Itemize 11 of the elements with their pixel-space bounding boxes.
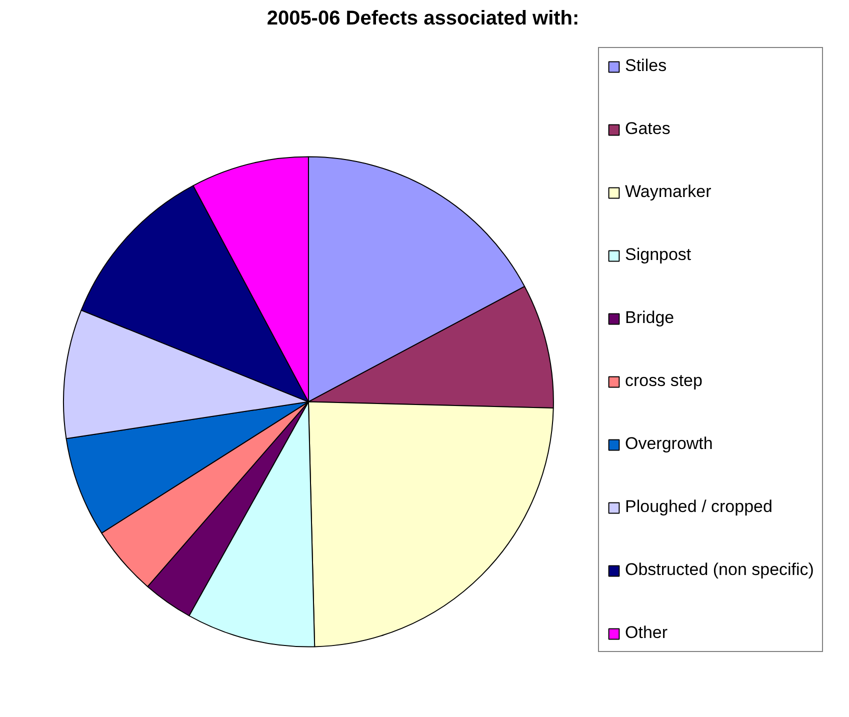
legend-label: Other [625, 623, 668, 643]
legend-label: Stiles [625, 56, 667, 76]
legend-label: Overgrowth [625, 434, 713, 454]
legend-label: Signpost [625, 245, 692, 265]
legend-label: Gates [625, 119, 670, 139]
legend-label: cross step [625, 371, 702, 391]
chart-title: 2005-06 Defects associated with: [266, 8, 580, 30]
legend-label: Obstructed (non specific) [625, 560, 814, 580]
legend-label: Bridge [625, 308, 674, 328]
legend-label: Waymarker [625, 182, 712, 202]
legend-label: Ploughed / cropped [625, 497, 772, 517]
